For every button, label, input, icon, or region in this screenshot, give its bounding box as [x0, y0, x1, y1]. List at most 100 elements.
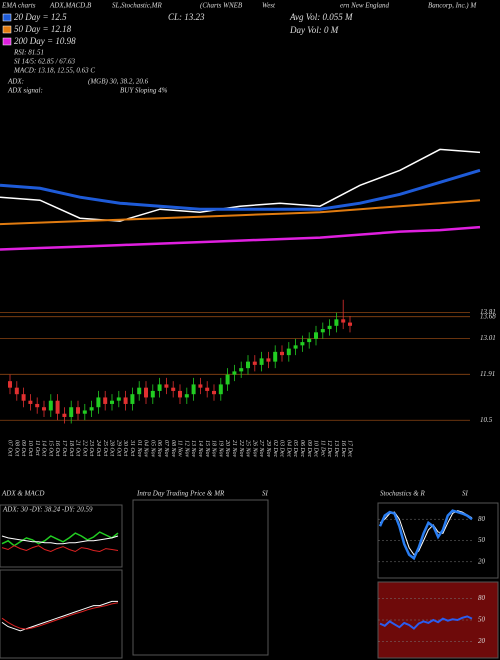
y-tick-label: 10.5	[480, 416, 493, 424]
adx-text: ADX: 30 -DY: 38.24 -DY: 20.59	[2, 506, 93, 514]
x-tick-label: 08 Nov	[170, 440, 176, 458]
candle-body	[157, 384, 162, 391]
candle-body	[62, 413, 67, 417]
y-tick-label: 20	[478, 637, 486, 645]
x-tick-label: 24 Oct	[95, 440, 102, 456]
candle-body	[103, 397, 108, 404]
x-tick-label: 31 Oct	[129, 439, 135, 456]
series-line	[0, 199, 481, 226]
y-tick-label: 80	[478, 594, 486, 602]
candle-body	[14, 387, 19, 395]
x-tick-label: 11 Oct	[34, 440, 40, 456]
x-tick-label: 08 Oct	[13, 440, 19, 456]
macd-text: MACD: 13.18, 12.55, 0.63 C	[13, 67, 95, 75]
header-piece: EMA charts	[1, 2, 36, 10]
si-text: SI 14/5: 62.85 / 67.63	[14, 58, 76, 66]
candle-body	[286, 348, 291, 356]
candle-body	[252, 361, 257, 365]
x-tick-label: 11 Nov	[177, 440, 183, 457]
x-tick-label: 03 Dec	[279, 440, 285, 457]
panel-title: SI	[262, 490, 269, 498]
intraday-panel	[132, 499, 269, 656]
x-tick-label: 04 Dec	[285, 440, 292, 457]
y-tick-label: 13.68	[480, 312, 496, 320]
candle-body	[320, 329, 325, 333]
candle-body	[280, 351, 284, 356]
header-piece: ern New England	[340, 2, 389, 10]
candle-body	[150, 390, 155, 398]
candle-body	[110, 400, 114, 404]
x-tick-label: 18 Nov	[211, 440, 217, 458]
series-line	[1, 600, 118, 632]
panel-title: Intra Day Trading Price & MR	[136, 490, 225, 498]
candle-body	[348, 322, 352, 326]
candle-body	[266, 358, 271, 362]
adx-signal-value: BUY Sloping 4%	[120, 87, 168, 95]
x-tick-label: 17 Dec	[347, 440, 353, 457]
header-piece: Bancorp, Inc.) M	[428, 2, 477, 10]
candle-body	[21, 394, 26, 401]
candle-body	[191, 384, 196, 395]
candle-body	[205, 387, 210, 391]
y-tick-label: 80	[478, 515, 486, 523]
macd-panel	[0, 569, 123, 659]
candle-body	[164, 384, 169, 388]
x-tick-label: 13 Nov	[190, 440, 196, 458]
y-tick-label: 11.91	[480, 370, 495, 378]
candle-body	[314, 332, 318, 339]
series-line	[1, 545, 119, 553]
x-tick-label: 10 Oct	[27, 440, 33, 456]
panel-title: Stochastics & R	[380, 490, 425, 498]
x-tick-label: 16 Dec	[340, 440, 346, 457]
adx-value: (MGB) 30, 38.2, 20.6	[88, 78, 149, 86]
panel-title: SI	[462, 490, 469, 498]
candle-body	[8, 381, 12, 388]
adx-signal-label: ADX signal:	[7, 87, 43, 95]
adx-label: ADX:	[7, 78, 24, 86]
x-tick-label: 12 Nov	[183, 440, 189, 458]
series-line	[0, 168, 481, 211]
candle-body	[341, 319, 346, 323]
candle-body	[69, 407, 74, 417]
x-tick-label: 01 Nov	[136, 440, 142, 458]
series-line	[0, 225, 481, 251]
candle-body	[273, 351, 278, 362]
y-tick-label: 50	[478, 536, 486, 544]
candle-body	[334, 319, 339, 326]
series-line	[1, 535, 119, 545]
x-tick-label: 21 Nov	[231, 440, 237, 458]
header-piece: SL,Stochastic,MR	[112, 2, 162, 10]
x-tick-label: 07 Nov	[163, 440, 169, 458]
candle-body	[48, 400, 53, 411]
candle-body	[225, 374, 230, 385]
series-line	[1, 531, 119, 547]
adx-panel	[0, 504, 123, 568]
legend-label: 50 Day = 12.18	[14, 24, 72, 34]
x-tick-label: 02 Dec	[272, 440, 278, 457]
series-line	[0, 148, 481, 222]
x-tick-label: 27 Nov	[258, 440, 264, 458]
x-tick-label: 13 Dec	[333, 440, 339, 457]
legend-label: 20 Day = 12.5	[14, 12, 67, 22]
candle-body	[42, 407, 46, 411]
candle-body	[171, 387, 176, 391]
candle-body	[307, 338, 312, 343]
x-tick-label: 06 Dec	[299, 440, 305, 457]
y-tick-label: 20	[478, 557, 486, 565]
x-tick-label: 23 Oct	[88, 440, 94, 456]
rsi-text: RSI: 81.51	[13, 49, 44, 57]
candle-body	[96, 397, 101, 408]
x-tick-label: 12 Dec	[326, 440, 332, 457]
x-tick-label: 18 Oct	[68, 440, 74, 456]
panel-title: ADX & MACD	[1, 490, 44, 498]
x-tick-label: 22 Nov	[238, 440, 244, 458]
x-tick-label: 28 Oct	[109, 440, 115, 456]
avg-volume: Avg Vol: 0.055 M	[289, 12, 353, 22]
candle-body	[293, 345, 298, 349]
candle-body	[144, 387, 148, 398]
x-tick-label: 16 Oct	[54, 440, 60, 456]
x-tick-label: 17 Oct	[61, 440, 67, 456]
x-tick-label: 15 Oct	[47, 440, 53, 456]
x-tick-label: 20 Nov	[224, 440, 230, 458]
x-tick-label: 29 Oct	[115, 440, 121, 456]
